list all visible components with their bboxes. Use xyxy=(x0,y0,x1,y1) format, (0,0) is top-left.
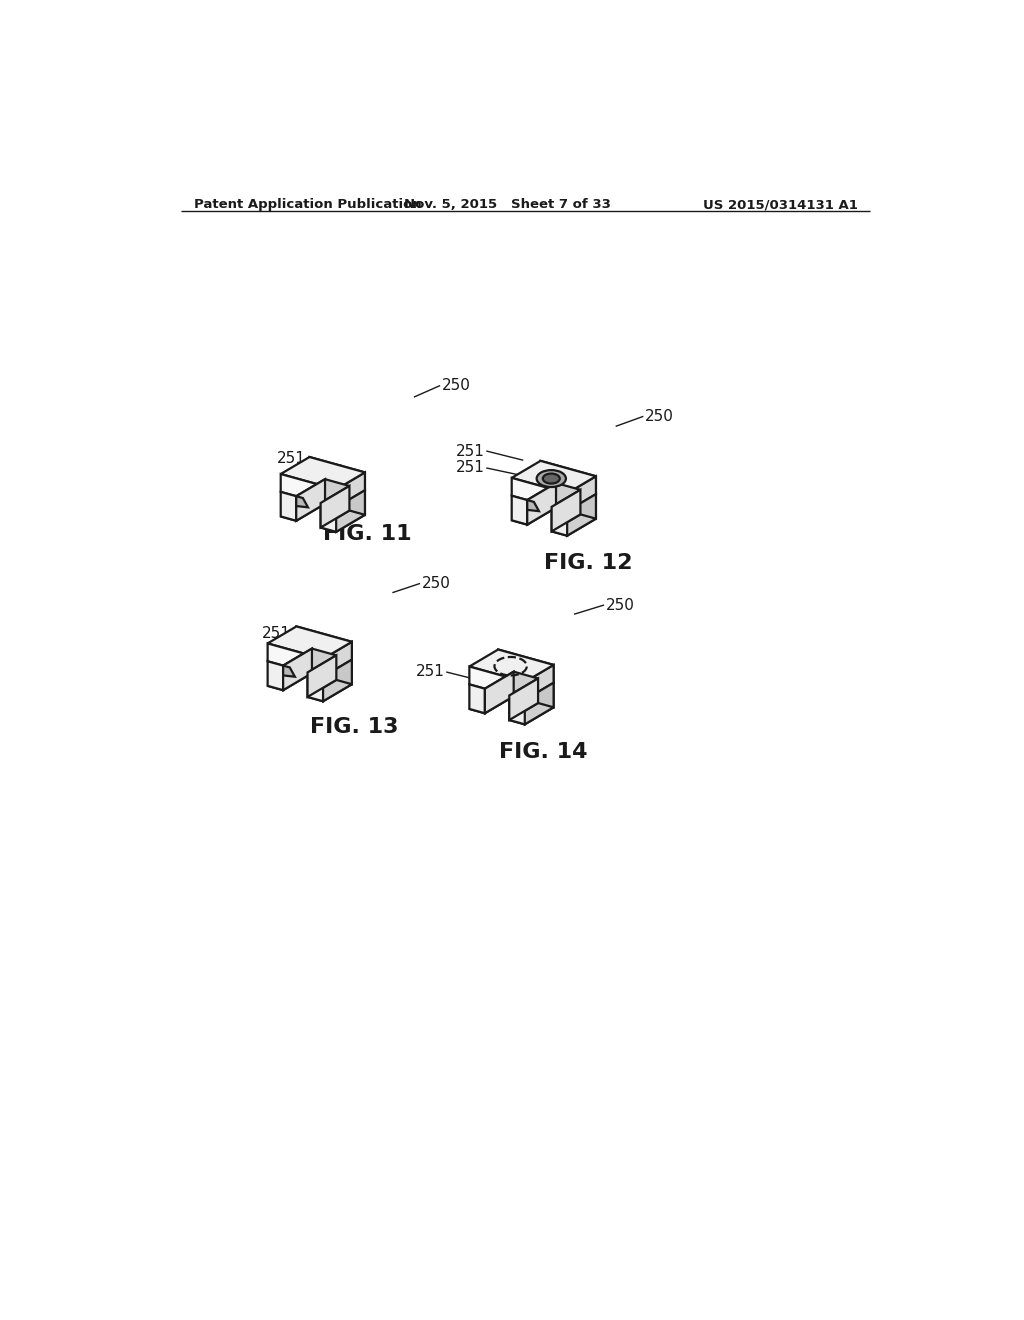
Polygon shape xyxy=(485,672,538,696)
Polygon shape xyxy=(512,496,527,524)
Polygon shape xyxy=(267,669,312,690)
Polygon shape xyxy=(541,479,556,508)
Polygon shape xyxy=(336,655,352,684)
Polygon shape xyxy=(469,692,514,713)
Polygon shape xyxy=(527,500,539,511)
Polygon shape xyxy=(469,667,524,700)
Text: 250: 250 xyxy=(441,378,470,393)
Text: FIG. 14: FIG. 14 xyxy=(499,742,588,762)
Ellipse shape xyxy=(543,474,560,483)
Polygon shape xyxy=(524,665,554,700)
Polygon shape xyxy=(296,644,312,673)
Polygon shape xyxy=(296,479,325,521)
Polygon shape xyxy=(323,660,352,701)
Polygon shape xyxy=(552,507,567,536)
Polygon shape xyxy=(552,490,581,532)
Polygon shape xyxy=(349,486,365,515)
Polygon shape xyxy=(556,483,581,515)
Polygon shape xyxy=(514,672,538,704)
Polygon shape xyxy=(552,515,596,536)
Polygon shape xyxy=(567,477,596,511)
Text: 251: 251 xyxy=(278,451,306,466)
Text: 251: 251 xyxy=(416,664,444,680)
Text: 251: 251 xyxy=(456,444,484,458)
Polygon shape xyxy=(307,672,323,701)
Text: US 2015/0314131 A1: US 2015/0314131 A1 xyxy=(703,198,858,211)
Polygon shape xyxy=(512,503,556,524)
Polygon shape xyxy=(512,478,567,511)
Polygon shape xyxy=(307,655,336,697)
Polygon shape xyxy=(581,490,596,519)
Polygon shape xyxy=(336,473,365,507)
Polygon shape xyxy=(321,503,336,532)
Polygon shape xyxy=(312,648,336,680)
Text: 250: 250 xyxy=(605,598,635,612)
Polygon shape xyxy=(567,494,596,536)
Polygon shape xyxy=(284,665,295,677)
Text: 251: 251 xyxy=(456,461,484,475)
Polygon shape xyxy=(296,479,349,503)
Polygon shape xyxy=(538,678,554,708)
Polygon shape xyxy=(527,483,556,524)
Polygon shape xyxy=(296,496,308,507)
Polygon shape xyxy=(321,486,349,528)
Text: FIG. 12: FIG. 12 xyxy=(544,553,632,573)
Polygon shape xyxy=(524,682,554,725)
Polygon shape xyxy=(281,474,336,507)
Polygon shape xyxy=(309,475,325,504)
Polygon shape xyxy=(527,483,581,507)
Polygon shape xyxy=(296,627,352,660)
Polygon shape xyxy=(267,643,323,677)
Polygon shape xyxy=(281,457,365,490)
Polygon shape xyxy=(512,461,596,494)
Polygon shape xyxy=(541,461,596,494)
Polygon shape xyxy=(284,648,336,672)
Polygon shape xyxy=(485,672,514,713)
Polygon shape xyxy=(509,704,554,725)
Polygon shape xyxy=(267,627,352,659)
Text: FIG. 13: FIG. 13 xyxy=(309,718,398,738)
Polygon shape xyxy=(307,680,352,701)
Polygon shape xyxy=(336,490,365,532)
Polygon shape xyxy=(469,684,485,713)
Polygon shape xyxy=(498,668,514,696)
Polygon shape xyxy=(284,648,312,690)
Text: 251: 251 xyxy=(262,626,291,642)
Polygon shape xyxy=(509,696,524,725)
Text: 250: 250 xyxy=(645,409,674,424)
Text: 250: 250 xyxy=(422,576,451,591)
Polygon shape xyxy=(281,492,296,521)
Text: Patent Application Publication: Patent Application Publication xyxy=(195,198,422,211)
Polygon shape xyxy=(267,661,284,690)
Polygon shape xyxy=(509,678,538,719)
Polygon shape xyxy=(321,511,365,532)
Ellipse shape xyxy=(537,470,566,487)
Polygon shape xyxy=(325,479,349,511)
Text: Nov. 5, 2015   Sheet 7 of 33: Nov. 5, 2015 Sheet 7 of 33 xyxy=(404,198,611,211)
Polygon shape xyxy=(469,649,554,682)
Polygon shape xyxy=(498,649,554,682)
Polygon shape xyxy=(323,642,352,677)
Text: FIG. 11: FIG. 11 xyxy=(324,524,412,544)
Polygon shape xyxy=(309,457,365,490)
Polygon shape xyxy=(281,499,325,521)
